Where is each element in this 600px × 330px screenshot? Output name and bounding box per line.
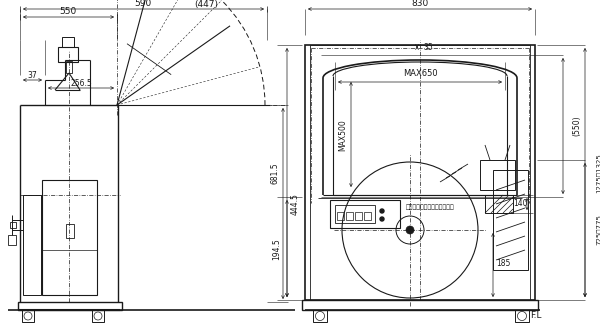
- Bar: [302, 300, 538, 310]
- Text: 194.5: 194.5: [272, 238, 281, 260]
- Text: MAX500: MAX500: [338, 119, 347, 151]
- Text: 830: 830: [412, 0, 428, 9]
- Text: 590: 590: [134, 0, 152, 9]
- Text: 550: 550: [59, 8, 77, 16]
- Bar: [58, 47, 78, 62]
- Text: 256.5: 256.5: [70, 79, 92, 87]
- Bar: [66, 61, 72, 73]
- Circle shape: [380, 209, 384, 213]
- Bar: [66, 224, 74, 238]
- Bar: [313, 310, 327, 322]
- Bar: [42, 180, 97, 295]
- Bar: [493, 170, 528, 270]
- Bar: [485, 195, 513, 213]
- Bar: [480, 160, 515, 190]
- Circle shape: [406, 226, 414, 234]
- Bar: [355, 212, 362, 220]
- Text: 185: 185: [496, 259, 510, 269]
- Text: ワークセット位置基準ライン: ワークセット位置基準ライン: [406, 204, 454, 210]
- Bar: [62, 37, 74, 47]
- Bar: [330, 200, 400, 228]
- Bar: [22, 310, 34, 322]
- Circle shape: [380, 217, 384, 221]
- Bar: [10, 222, 16, 228]
- Bar: [23, 195, 41, 295]
- Bar: [364, 212, 371, 220]
- Text: 1275～1325: 1275～1325: [596, 153, 600, 193]
- Bar: [8, 235, 16, 245]
- Text: MAX650: MAX650: [403, 70, 437, 79]
- Bar: [515, 310, 529, 322]
- Text: 444.5: 444.5: [290, 193, 299, 215]
- Bar: [335, 205, 375, 223]
- Bar: [92, 310, 104, 322]
- Text: (550): (550): [572, 116, 581, 136]
- Bar: [346, 212, 353, 220]
- Text: (447): (447): [194, 0, 218, 9]
- Bar: [18, 302, 122, 310]
- Bar: [337, 212, 344, 220]
- Text: 681.5: 681.5: [271, 162, 280, 184]
- Text: 140: 140: [513, 200, 527, 209]
- Text: F.L: F.L: [530, 312, 542, 320]
- Bar: [305, 45, 535, 300]
- Text: 35: 35: [423, 43, 433, 51]
- Bar: [310, 45, 530, 300]
- Text: 37: 37: [27, 71, 37, 80]
- Text: 725～775: 725～775: [596, 214, 600, 246]
